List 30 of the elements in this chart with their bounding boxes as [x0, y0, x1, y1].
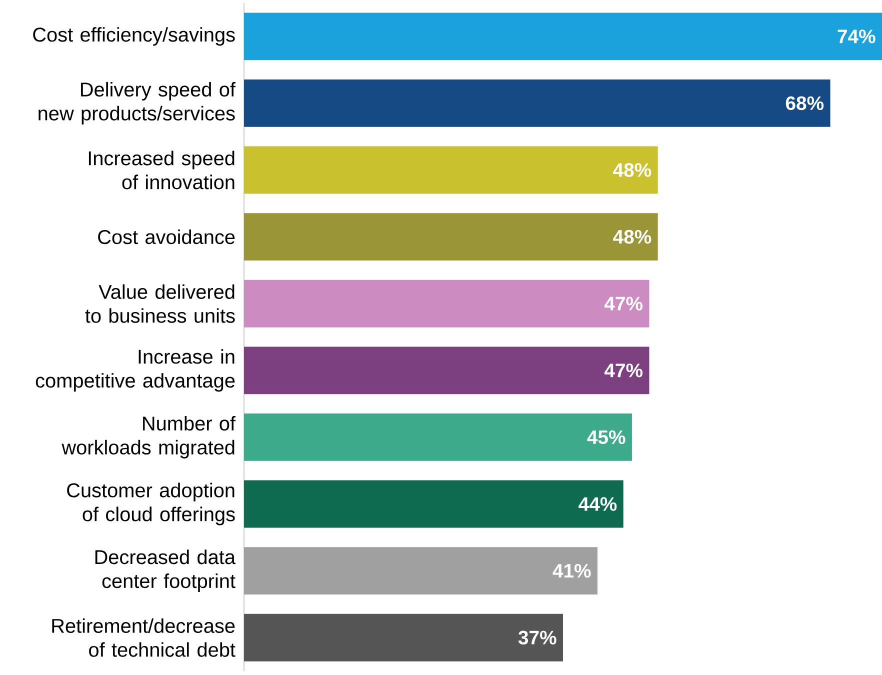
data-label: 47% — [604, 364, 643, 378]
bar — [244, 480, 624, 528]
data-label: 37% — [518, 630, 556, 644]
data-label: 45% — [587, 430, 626, 444]
y-tick-label: Delivery speed of new products/services — [38, 82, 236, 124]
data-label: 68% — [786, 96, 824, 110]
y-tick-label: Cost efficiency/savings — [33, 27, 235, 46]
bar — [244, 280, 650, 328]
y-tick-label: Retirement/decrease of technical debt — [52, 618, 236, 657]
bar — [244, 547, 598, 595]
bar — [244, 213, 658, 261]
y-tick-label: Increased speed of innovation — [88, 150, 234, 190]
data-label: 48% — [613, 230, 652, 244]
y-tick-label: Decreased data center footprint — [95, 550, 236, 592]
y-tick-label: Cost avoidance — [98, 229, 235, 244]
bar — [244, 79, 830, 127]
bar — [244, 12, 882, 60]
y-tick-label: Increase in competitive advantage — [36, 349, 235, 392]
data-label: 47% — [604, 296, 643, 310]
y-tick-label: Value delivered to business units — [85, 284, 235, 323]
y-tick-label: Customer adoption of cloud offerings — [67, 482, 235, 526]
bar — [244, 614, 563, 662]
y-tick-label: Number of workloads migrated — [62, 416, 236, 458]
bar — [244, 346, 650, 394]
data-label: 41% — [552, 564, 591, 578]
bar — [244, 146, 658, 194]
bar — [244, 413, 632, 461]
data-label: 48% — [613, 163, 652, 177]
data-label: 44% — [578, 497, 617, 511]
data-label: 74% — [838, 30, 876, 44]
